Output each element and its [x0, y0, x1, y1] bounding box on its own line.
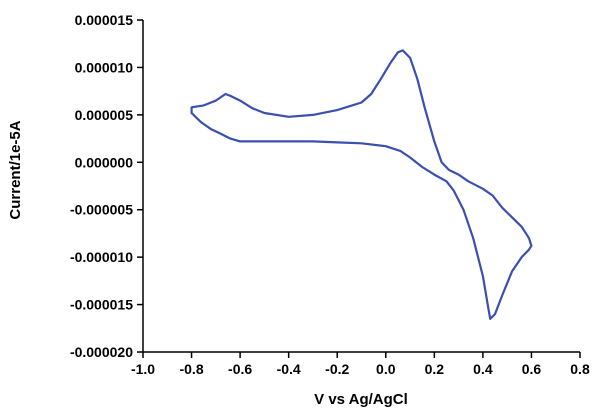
y-tick-label: 0.000000 — [75, 154, 134, 170]
x-tick-label: -0.6 — [228, 361, 252, 377]
x-tick-label: 0.2 — [425, 361, 445, 377]
plot-area — [190, 49, 533, 320]
y-tick-label: 0.000010 — [75, 59, 134, 75]
y-axis-title: Current/1e-5A — [7, 120, 24, 219]
x-axis-title: V vs Ag/AgCl — [314, 391, 408, 408]
x-tick-label: 0.4 — [473, 361, 493, 377]
y-tick-label: -0.000005 — [70, 202, 133, 218]
x-tick-label: -0.8 — [179, 361, 203, 377]
y-ticks: 0.000015 0.000010 0.000005 0.000000 -0.00000… — [70, 12, 143, 360]
y-tick-label: -0.000010 — [70, 249, 133, 265]
x-tick-label: 0.0 — [376, 361, 396, 377]
x-tick-label: -0.2 — [325, 361, 349, 377]
x-ticks: -1.0 -0.8 -0.6 -0.4 -0.2 0.0 0.2 0.4 0.6 0.8 — [131, 352, 590, 377]
series-line — [190, 49, 533, 320]
y-tick-label: -0.000020 — [70, 344, 133, 360]
x-tick-label: 0.6 — [522, 361, 542, 377]
x-tick-label: -0.4 — [277, 361, 301, 377]
x-tick-label: -1.0 — [131, 361, 155, 377]
y-tick-label: 0.000005 — [75, 107, 134, 123]
axes — [142, 20, 580, 353]
y-tick-label: 0.000015 — [75, 12, 134, 28]
x-tick-label: 0.8 — [570, 361, 590, 377]
y-tick-label: -0.000015 — [70, 297, 133, 313]
